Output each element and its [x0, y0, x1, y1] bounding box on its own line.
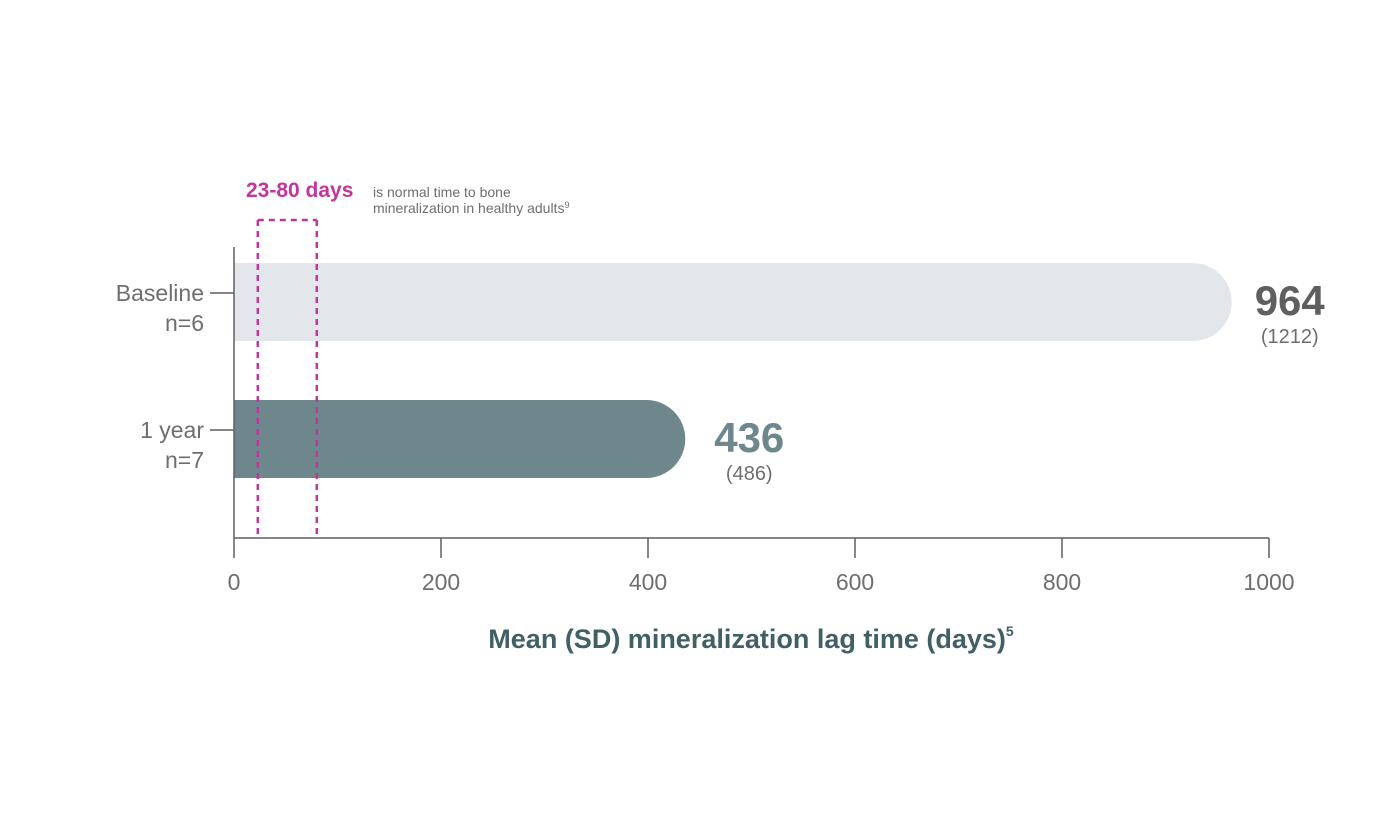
x-axis-title-text: Mean (SD) mineralization lag time (days) [488, 624, 1006, 654]
category-label: Baseline [116, 280, 204, 306]
annotation-line-1: is normal time to bone [373, 184, 511, 200]
annotation-line-2-superscript: 9 [564, 200, 569, 210]
normal-range-box [256, 218, 319, 538]
category-label: 1 year [140, 417, 204, 443]
sd-label: (486) [726, 463, 773, 485]
bars: 964(1212) Baseline n=6 436(486) 1 year n=7 [116, 263, 1326, 485]
annotation-line-2-text: mineralization in healthy adults [373, 200, 564, 216]
bar-1-year [234, 400, 686, 478]
x-tick-label: 600 [836, 569, 874, 595]
x-tick-label: 0 [228, 569, 241, 595]
value-label: 436 [714, 414, 784, 461]
bar-baseline [234, 263, 1232, 341]
x-tick-label: 800 [1043, 569, 1081, 595]
category-sublabel: n=6 [165, 310, 204, 336]
x-axis-title-superscript: 5 [1006, 623, 1014, 639]
x-tick-label: 1000 [1243, 569, 1294, 595]
x-tick-label: 200 [422, 569, 460, 595]
category-sublabel: n=7 [165, 447, 204, 473]
sd-label: (1212) [1261, 326, 1319, 348]
x-tick-label: 400 [629, 569, 667, 595]
annotation-headline: 23-80 days [246, 179, 353, 202]
value-label: 964 [1255, 277, 1326, 324]
annotation-line-2: mineralization in healthy adults9 [373, 200, 569, 216]
x-axis-title: Mean (SD) mineralization lag time (days)… [488, 623, 1014, 654]
